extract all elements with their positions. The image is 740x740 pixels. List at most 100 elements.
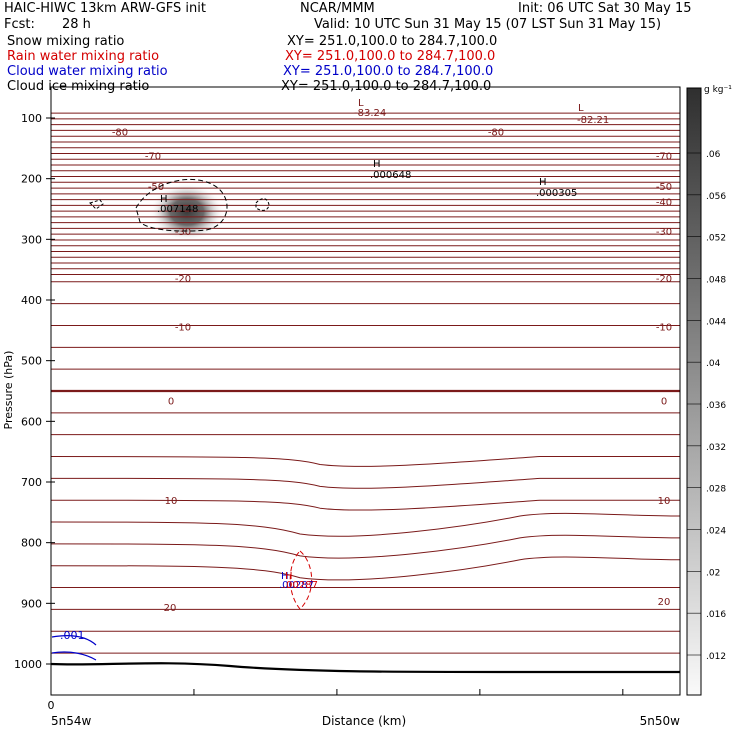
isotherm-line (50, 512, 681, 537)
isotherm-line (50, 146, 681, 149)
colorbar-tick-label: .012 (706, 652, 726, 662)
isotherm-line (50, 158, 681, 161)
isotherm-line (50, 267, 681, 270)
colorbar-tick-label: .052 (706, 234, 726, 244)
y-tick-label: 400 (21, 294, 42, 307)
isotherm-line (50, 181, 681, 184)
isotherm-label: -50 (656, 182, 672, 193)
isotherm-line (50, 227, 681, 230)
forecast-label: Fcst: (4, 17, 35, 32)
isotherm-line (50, 118, 681, 120)
colorbar-ticks: .06 .056 .052 .048 .044 .04 .036 .032 .028 .024 .0… (687, 150, 726, 662)
isotherm-line (50, 152, 681, 155)
colorbar-unit: g kg⁻¹ (704, 85, 732, 95)
isotherm-label: -80 (112, 127, 128, 138)
cloud-water-label: .001 (60, 629, 85, 642)
isotherm-line (50, 324, 681, 327)
colorbar-tick-label: .044 (706, 317, 726, 327)
low-value-1: -83.24 (354, 108, 386, 119)
isotherm-line (50, 456, 680, 467)
low-marker-2: L (578, 103, 584, 114)
colorbar-tick-label: .024 (706, 527, 726, 537)
isotherm-line (50, 221, 681, 224)
temperature-isotherms (50, 112, 681, 654)
isotherm-line (50, 586, 681, 589)
field-rain-name: Rain water mixing ratio (7, 49, 160, 64)
isotherm-line (50, 256, 681, 259)
isotherm-label: 10 (165, 496, 178, 507)
colorbar: .06 .056 .052 .048 .044 .04 .036 .032 .028 .024 .0… (686, 85, 732, 696)
field-snow-name: Snow mixing ratio (7, 34, 125, 49)
valid-time: Valid: 10 UTC Sun 31 May 15 (07 LST Sun … (314, 17, 662, 32)
isotherm-label: -20 (175, 274, 191, 285)
isotherm-label: -50 (148, 182, 164, 193)
snow-contour (135, 178, 228, 232)
colorbar-tick-label: .06 (706, 150, 721, 160)
snow-contour-small-left (89, 199, 104, 210)
low-marker-1: L (358, 98, 364, 109)
isotherm-label: 0 (661, 397, 667, 408)
isotherm-line (50, 123, 681, 126)
isotherm-line (50, 368, 681, 370)
isotherm-line (50, 175, 681, 178)
low-value-2: -82.21 (577, 115, 609, 126)
high-value-4: .00287 (279, 580, 314, 591)
field-cloudwater-xy: XY= 251.0,100.0 to 284.7,100.0 (283, 64, 494, 79)
forecast-hour: 28 h (62, 17, 91, 32)
colorbar-tick-label: .048 (706, 276, 726, 286)
snow-shading-max (150, 183, 224, 241)
y-tick-label: 800 (21, 537, 42, 550)
plot-title: HAIC-HIWC 13km ARW-GFS init (4, 1, 206, 16)
high-value-2: .000305 (536, 188, 577, 199)
field-cloudwater-name: Cloud water mixing ratio (7, 64, 168, 79)
x-axis-title: Distance (km) (322, 714, 406, 728)
init-time: Init: 06 UTC Sat 30 May 15 (518, 1, 692, 16)
y-tick-label: 900 (21, 597, 42, 610)
high-value-1: .000648 (370, 170, 411, 181)
isotherm-label: 0 (168, 397, 174, 408)
isotherm-line (50, 262, 681, 264)
colorbar-tick-label: .056 (706, 192, 726, 202)
snow-contour-small-right (255, 198, 270, 211)
isotherm-label: -30 (656, 227, 672, 238)
isotherm-label: -70 (656, 152, 672, 163)
extrema-markers: L -83.24 L -82.21 H .000648 H .000305 H … (157, 98, 609, 591)
isotherm-line (50, 302, 681, 305)
isotherm-label: -80 (488, 127, 504, 138)
colorbar-ramp (686, 87, 702, 696)
isotherm-line (50, 233, 681, 235)
isotherm-line (50, 141, 681, 143)
isotherm-line (50, 281, 681, 283)
plot-area: -80 -80 -70 -70 -50 -50 -40 -30 -30 -20 -20 -10 -10 0… (14, 86, 681, 696)
isotherm-line (50, 129, 681, 132)
isotherm-label: -30 (175, 227, 191, 238)
y-tick-label: 300 (21, 233, 42, 246)
isotherm-line (50, 204, 681, 207)
cloud-water-contour (51, 635, 97, 661)
isotherm-line (50, 499, 680, 511)
isotherm-label: -70 (145, 152, 161, 163)
high-value-5: .00287 (283, 580, 318, 591)
isotherm-line (50, 608, 681, 611)
colorbar-tick-label: .032 (706, 443, 726, 453)
high-marker-2: H (539, 177, 547, 188)
isotherm-label: 10 (658, 496, 671, 507)
x-left-label: 5n54w (51, 714, 92, 728)
y-tick-label: 200 (21, 173, 42, 186)
y-axis-title: Pressure (hPa) (2, 351, 15, 430)
colorbar-tick-label: .02 (706, 568, 720, 578)
isotherm-line (50, 389, 681, 393)
y-tick-label: 600 (21, 415, 42, 428)
plot-org: NCAR/MMM (300, 1, 375, 16)
x-right-label: 5n50w (640, 714, 681, 728)
y-tick-label: 500 (21, 355, 42, 368)
isotherm-line (50, 433, 681, 436)
isotherm-line (50, 652, 681, 654)
isotherm-line (50, 198, 681, 201)
isotherm-line (50, 169, 681, 172)
isotherm-label: -40 (656, 198, 672, 209)
isotherm-label: 20 (658, 597, 671, 608)
high-marker-4: H (281, 571, 289, 582)
